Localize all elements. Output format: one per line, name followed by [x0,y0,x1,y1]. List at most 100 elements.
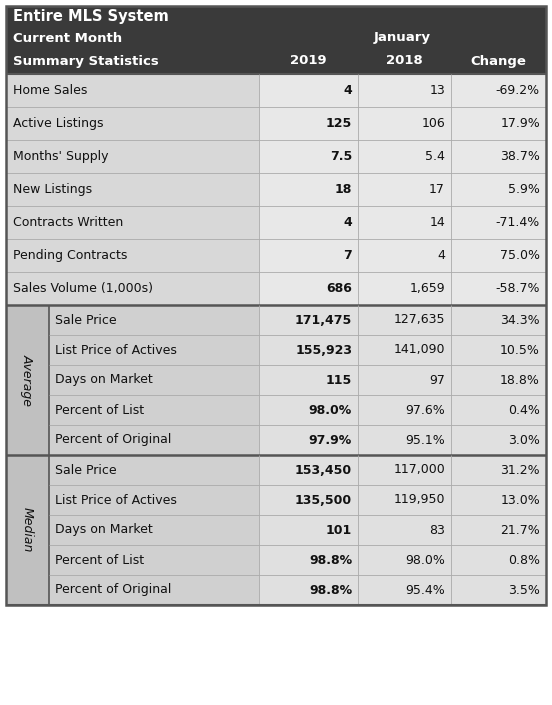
Text: Months' Supply: Months' Supply [13,150,109,163]
Text: 18.8%: 18.8% [500,374,540,386]
Text: Sale Price: Sale Price [55,463,116,477]
Bar [6,239,259,272]
Bar [49,575,259,605]
Text: 141,090: 141,090 [394,343,445,357]
Bar [49,395,259,425]
Text: 4: 4 [343,216,352,229]
Text: Sale Price: Sale Price [55,314,116,326]
Bar [259,335,546,365]
Text: 2018: 2018 [386,54,423,68]
Bar [259,272,546,305]
Bar [6,140,259,173]
Text: 98.8%: 98.8% [309,584,352,596]
Text: Average: Average [21,354,34,406]
Bar [49,455,259,485]
Bar [6,28,546,48]
Text: 95.1%: 95.1% [405,434,445,446]
Bar [259,575,546,605]
Bar [49,425,259,455]
Bar [259,173,546,206]
Text: Percent of Original: Percent of Original [55,584,171,596]
Bar [259,515,546,545]
Text: 31.2%: 31.2% [500,463,540,477]
Text: 2019: 2019 [290,54,327,68]
Bar [259,140,546,173]
Text: 115: 115 [326,374,352,386]
Text: Entire MLS System: Entire MLS System [13,9,169,25]
Bar [6,6,546,28]
Text: 75.0%: 75.0% [500,249,540,262]
Text: 38.7%: 38.7% [500,150,540,163]
Text: Sales Volume (1,000s): Sales Volume (1,000s) [13,282,153,295]
Bar [259,305,546,335]
Bar [49,545,259,575]
Bar [259,485,546,515]
Text: 119,950: 119,950 [394,493,445,506]
Text: Contracts Written: Contracts Written [13,216,123,229]
Text: 686: 686 [326,282,352,295]
Text: List Price of Actives: List Price of Actives [55,343,177,357]
Text: -69.2%: -69.2% [496,84,540,97]
Text: 5.4: 5.4 [425,150,445,163]
Text: 98.0%: 98.0% [405,553,445,567]
Text: 101: 101 [326,524,352,537]
Text: Home Sales: Home Sales [13,84,87,97]
Text: -71.4%: -71.4% [496,216,540,229]
Text: 4: 4 [343,84,352,97]
Bar [6,206,259,239]
Text: 0.8%: 0.8% [508,553,540,567]
Text: 7: 7 [343,249,352,262]
Text: 4: 4 [437,249,445,262]
Text: 106: 106 [421,117,445,130]
Text: Change: Change [470,54,527,68]
Bar [6,74,259,107]
Bar [259,455,546,485]
Text: 17.9%: 17.9% [500,117,540,130]
Bar [6,272,259,305]
Text: New Listings: New Listings [13,183,92,196]
Text: 98.8%: 98.8% [309,553,352,567]
Bar [49,335,259,365]
Text: 153,450: 153,450 [295,463,352,477]
Text: 13: 13 [429,84,445,97]
Text: List Price of Actives: List Price of Actives [55,493,177,506]
Text: Active Listings: Active Listings [13,117,104,130]
Bar [6,455,49,605]
Bar [259,365,546,395]
Text: 97.6%: 97.6% [405,403,445,417]
Bar [259,545,546,575]
Text: 171,475: 171,475 [295,314,352,326]
Bar [6,305,49,455]
Text: 14: 14 [429,216,445,229]
Bar [49,305,259,335]
Text: January: January [374,32,431,44]
Text: Days on Market: Days on Market [55,374,153,386]
Text: 95.4%: 95.4% [405,584,445,596]
Bar [49,485,259,515]
Text: Summary Statistics: Summary Statistics [13,54,159,68]
Text: Pending Contracts: Pending Contracts [13,249,128,262]
Text: 0.4%: 0.4% [508,403,540,417]
Text: 21.7%: 21.7% [500,524,540,537]
Text: 34.3%: 34.3% [500,314,540,326]
Text: 3.0%: 3.0% [508,434,540,446]
Text: Median: Median [21,508,34,553]
Bar [259,107,546,140]
Text: 5.9%: 5.9% [508,183,540,196]
Text: 97: 97 [429,374,445,386]
Text: 18: 18 [335,183,352,196]
Bar [6,173,259,206]
Text: 125: 125 [326,117,352,130]
Text: 10.5%: 10.5% [500,343,540,357]
Text: Percent of Original: Percent of Original [55,434,171,446]
Bar [49,365,259,395]
Text: 127,635: 127,635 [394,314,445,326]
Text: 117,000: 117,000 [393,463,445,477]
Text: 1,659: 1,659 [410,282,445,295]
Text: 155,923: 155,923 [295,343,352,357]
Text: Percent of List: Percent of List [55,403,144,417]
Text: 98.0%: 98.0% [309,403,352,417]
Text: 135,500: 135,500 [295,493,352,506]
Text: 7.5: 7.5 [330,150,352,163]
Text: 13.0%: 13.0% [500,493,540,506]
